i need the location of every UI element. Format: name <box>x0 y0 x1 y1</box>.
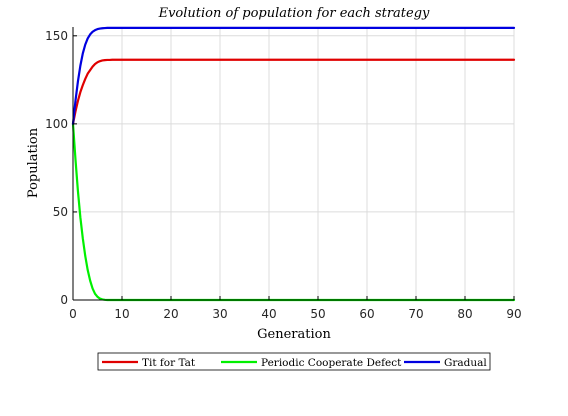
x-tick-label: 30 <box>212 307 227 321</box>
y-ticks: 0 50 100 150 <box>45 29 77 307</box>
plot-area <box>73 27 514 300</box>
x-tick-label: 70 <box>408 307 423 321</box>
legend-label-1: Tit for Tat <box>142 357 196 369</box>
axes <box>72 27 514 301</box>
x-axis-label: Generation <box>257 327 331 342</box>
y-tick-label: 0 <box>60 293 68 307</box>
x-ticks: 0 10 20 30 40 50 60 70 80 90 <box>69 296 522 321</box>
x-tick-label: 90 <box>506 307 521 321</box>
y-tick-label: 50 <box>53 205 68 219</box>
y-tick-label: 100 <box>45 117 68 131</box>
x-tick-label: 0 <box>69 307 77 321</box>
y-axis-label: Population <box>26 127 41 198</box>
chart-title: Evolution of population for each strateg… <box>158 6 430 21</box>
legend-box <box>97 352 491 371</box>
legend-label-3: Gradual <box>444 357 487 369</box>
grid-lines <box>73 27 515 300</box>
x-tick-label: 80 <box>457 307 472 321</box>
legend: Tit for Tat Periodic Cooperate Defect Grad… <box>97 352 491 371</box>
x-tick-label: 60 <box>359 307 374 321</box>
x-tick-label: 50 <box>310 307 325 321</box>
legend-label-2: Periodic Cooperate Defect <box>261 357 402 369</box>
series-line-3 <box>71 26 516 125</box>
y-tick-label: 150 <box>45 29 68 43</box>
x-tick-label: 10 <box>114 307 129 321</box>
series-line-1 <box>71 58 516 125</box>
x-tick-label: 20 <box>163 307 178 321</box>
x-tick-label: 40 <box>261 307 276 321</box>
